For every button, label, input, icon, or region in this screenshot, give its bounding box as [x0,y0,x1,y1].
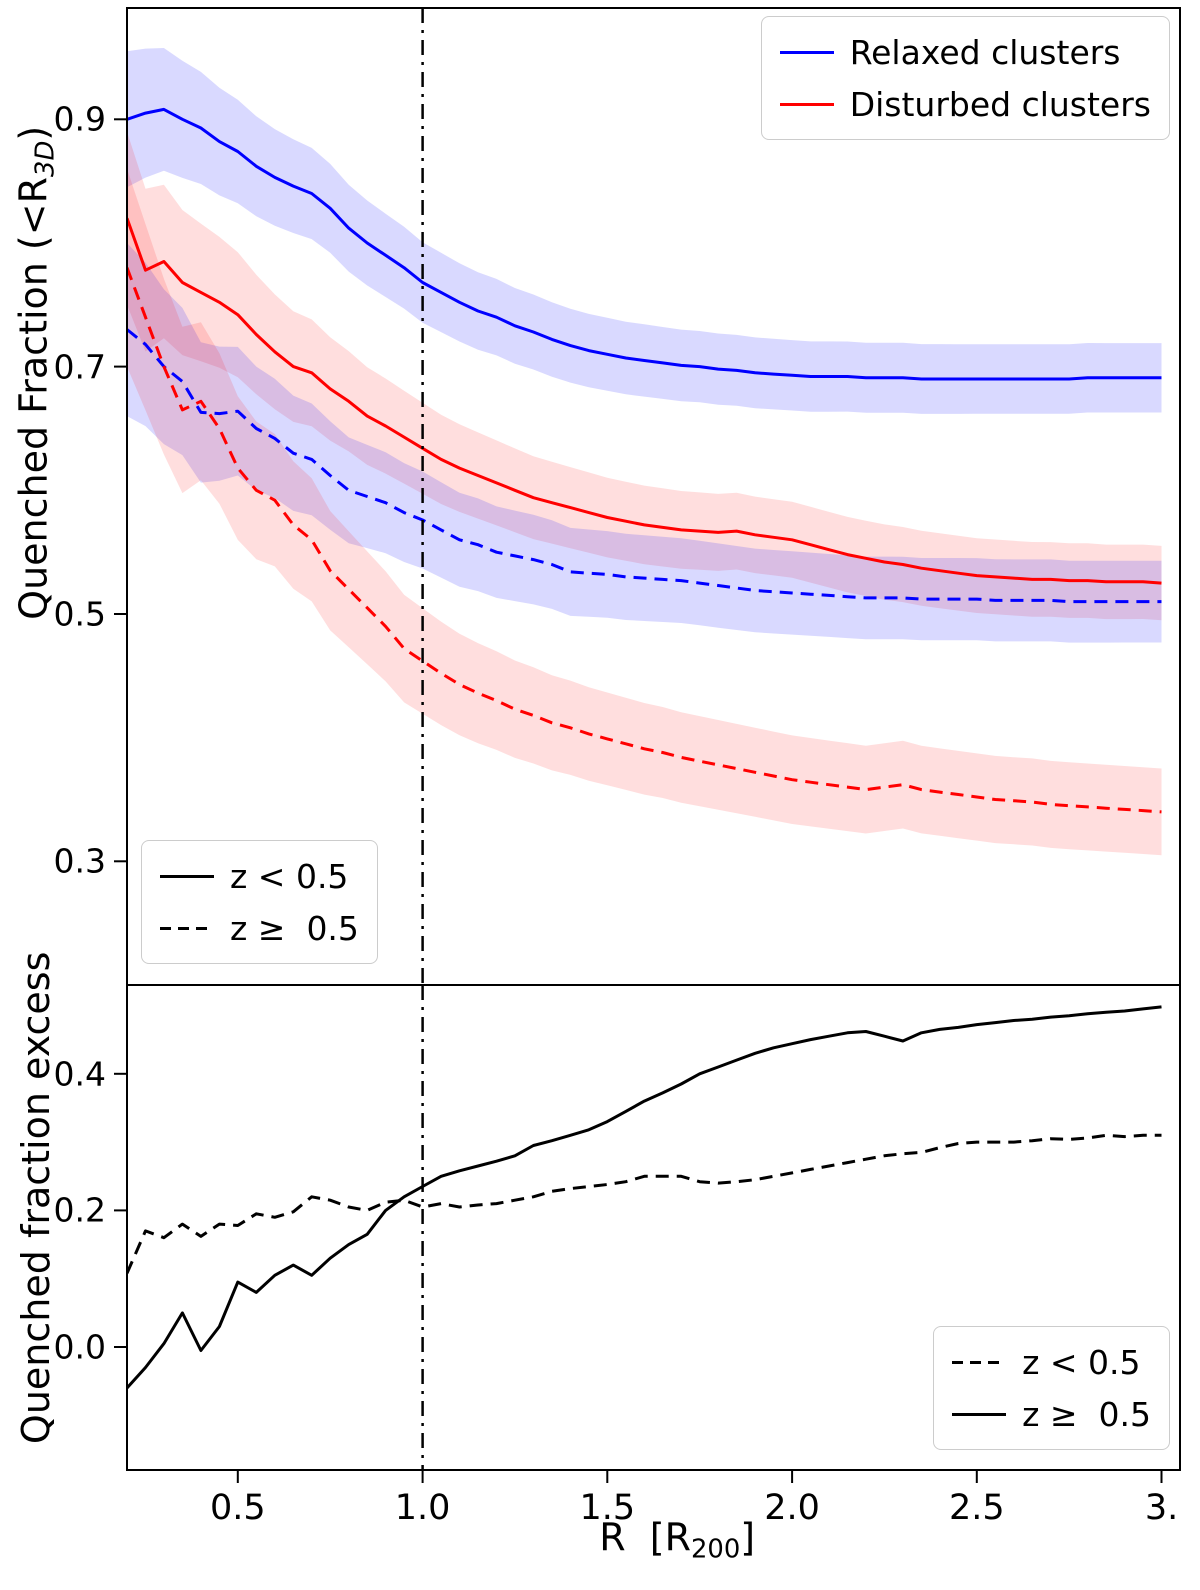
top-panel [127,8,1162,985]
dashed-line-sample [160,926,214,930]
band-series-0 [127,48,1162,414]
top-y-tick-label: 0.9 [53,99,106,139]
dashed-line-sample-bottom [952,1360,1007,1364]
legend-label-zhigh-bottom: z ≥ 0.5 [1022,1394,1151,1434]
legend-redshift-top: z < 0.5 z ≥ 0.5 [141,840,378,964]
x-axis-label: R [R200] [551,1471,755,1590]
legend-label-relaxed: Relaxed clusters [849,32,1121,72]
legend-label-zlow-bottom: z < 0.5 [1022,1342,1141,1382]
line-series-0 [127,107,1162,381]
legend-item-relaxed-clusters: Relaxed clusters [779,29,1151,75]
top-y-tick-label: 0.5 [53,594,106,634]
legend-item-disturbed-clusters: Disturbed clusters [779,81,1151,127]
x-tick-label: 0.5 [209,1488,266,1528]
line-series-1 [127,217,1162,585]
top-y-tick-label: 0.7 [53,347,106,387]
relaxed-line-sample [779,50,834,54]
disturbed-line-sample [779,102,834,106]
solid-line-sample-bottom [952,1412,1007,1416]
band-series-3 [127,168,1162,856]
bottom-y-axis-label-text: Quenched fraction excess [14,951,58,1445]
legend-label-zlow-top: z < 0.5 [230,856,349,896]
legend-label-disturbed: Disturbed clusters [849,84,1151,124]
legend-item-zhigh-top: z ≥ 0.5 [160,905,359,951]
band-series-1 [127,131,1162,621]
x-axis-label-close: ] [740,1515,756,1560]
line-series-0 [127,1133,1162,1274]
band-series-2 [127,243,1162,643]
x-tick-label: 2.0 [764,1488,820,1528]
legend-item-zlow-bottom: z < 0.5 [952,1339,1151,1385]
bottom-panel [127,985,1162,1470]
top-y-axis-label-text: Quenched Fraction (<R [11,176,56,620]
bottom-y-tick-label: 0.2 [53,1190,106,1230]
top-y-axis-label-close: ) [11,125,56,141]
legend-label-zhigh-top: z ≥ 0.5 [230,908,359,948]
line-series-3 [127,267,1162,814]
x-axis-label-subscript: 200 [690,1534,741,1565]
legend-redshift-bottom: z < 0.5 z ≥ 0.5 [933,1326,1170,1450]
x-tick-label: 1.0 [394,1488,451,1528]
line-series-2 [127,328,1162,604]
x-tick-label: 2.5 [948,1488,1005,1528]
top-y-axis-label: Quenched Fraction (<R3D) [0,126,105,668]
x-axis-label-text: R [R [599,1515,691,1560]
solid-line-sample [160,874,214,878]
bottom-y-tick-label: 0.0 [53,1327,106,1367]
legend-item-zlow-top: z < 0.5 [160,853,359,899]
bottom-y-tick-label: 0.4 [53,1054,106,1094]
legend-item-zhigh-bottom: z ≥ 0.5 [952,1391,1151,1437]
x-tick-label: 1.5 [579,1488,636,1528]
bottom-panel-border [126,984,1181,1471]
top-y-tick-label: 0.3 [53,841,106,881]
line-series-1 [127,1005,1162,1390]
x-tick-label: 3. [1144,1488,1179,1528]
legend-clusters: Relaxed clusters Disturbed clusters [760,16,1170,140]
top-y-axis-label-subscript: 3D [30,140,61,177]
